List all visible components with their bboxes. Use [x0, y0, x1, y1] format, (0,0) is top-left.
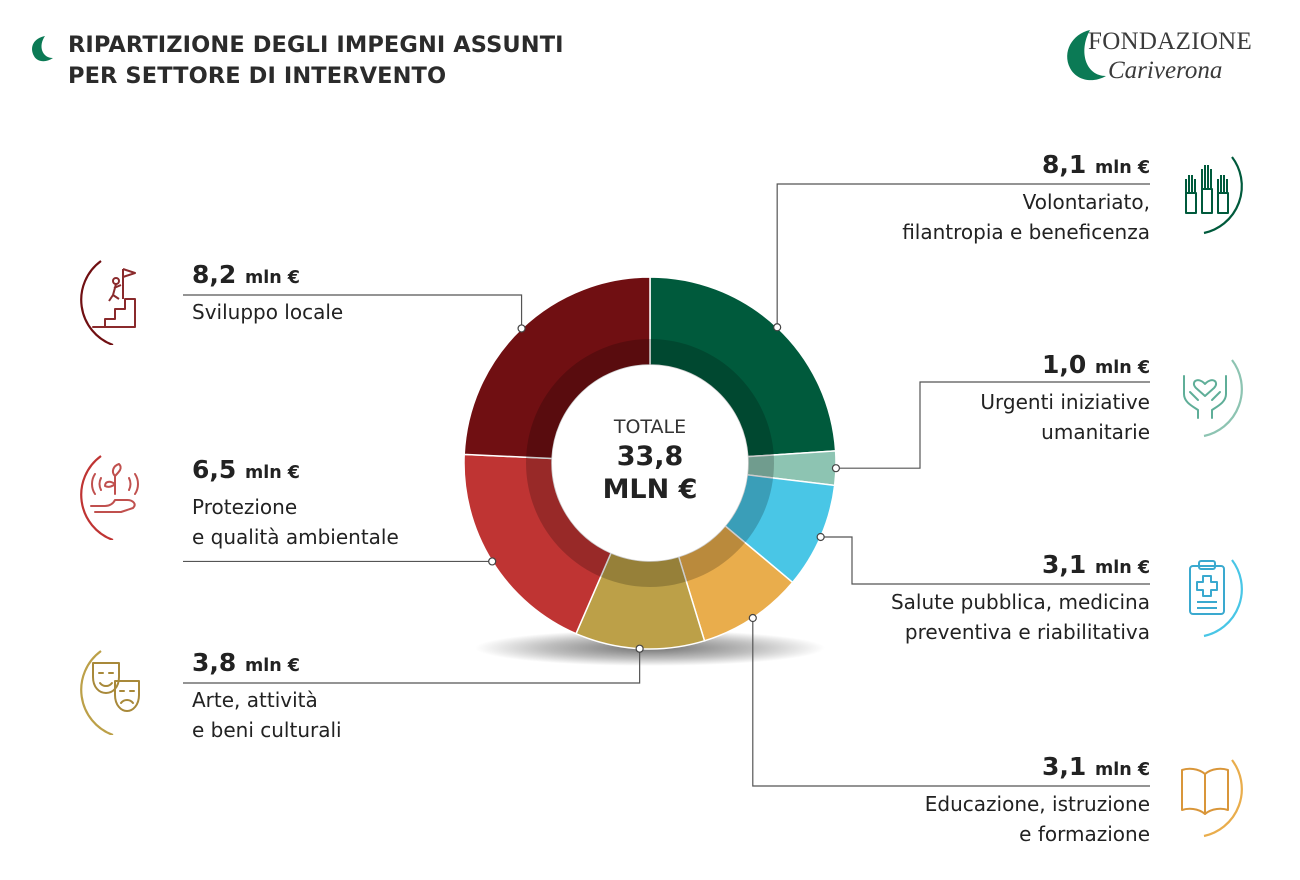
- label-arte: 3,8 mln € Arte, attività e beni culturali: [192, 648, 342, 745]
- name-protezione-1: Protezione: [192, 495, 298, 519]
- unit-arte: mln €: [245, 656, 300, 676]
- heart-in-hands-icon: [1183, 359, 1243, 438]
- total-value: 33,8: [616, 441, 684, 472]
- name-volontariato-2: filantropia e beneficenza: [902, 220, 1150, 244]
- leader-dot: [773, 323, 782, 332]
- logo-text-cariverona: Cariverona: [1108, 57, 1223, 84]
- name-sviluppo-1: Sviluppo locale: [192, 300, 344, 324]
- theater-masks-icon: [80, 650, 140, 735]
- unit-protezione: mln €: [245, 463, 300, 483]
- value-salute: 3,1: [1042, 550, 1087, 579]
- logo-leaf-icon: [1067, 30, 1106, 81]
- label-salute: 3,1 mln € Salute pubblica, medicina preve…: [891, 550, 1150, 647]
- unit-volontariato: mln €: [1095, 158, 1150, 178]
- name-urgenti-1: Urgenti iniziative: [980, 390, 1150, 414]
- leader-dot: [748, 613, 757, 623]
- unit-salute: mln €: [1095, 558, 1150, 578]
- donut-hole: [552, 365, 748, 561]
- name-arte-1: Arte, attività: [192, 688, 318, 712]
- unit-sviluppo: mln €: [245, 268, 300, 288]
- flag-summit-icon: [80, 260, 136, 345]
- leader-line: [752, 618, 1150, 787]
- name-urgenti-2: umanitarie: [1041, 420, 1150, 444]
- value-sviluppo: 8,2: [192, 260, 237, 289]
- leader-dot: [635, 644, 644, 653]
- label-volontariato: 8,1 mln € Volontariato, filantropia e ben…: [902, 150, 1150, 247]
- leader-line: [820, 536, 1150, 585]
- name-volontariato-1: Volontariato,: [1022, 190, 1150, 214]
- leader-line: [183, 648, 641, 684]
- fondazione-logo: FONDAZIONE Cariverona: [1060, 26, 1280, 88]
- leader-line: [776, 183, 1150, 328]
- unit-educazione: mln €: [1095, 760, 1150, 780]
- open-book-icon: [1181, 759, 1243, 838]
- unit-urgenti: mln €: [1095, 358, 1150, 378]
- leader-dot: [488, 557, 497, 566]
- name-arte-2: e beni culturali: [192, 718, 342, 742]
- title-line-1: RIPARTIZIONE DEGLI IMPEGNI ASSUNTI: [68, 32, 564, 58]
- name-educazione-2: e formazione: [1019, 822, 1150, 846]
- name-protezione-2: e qualità ambientale: [192, 525, 399, 549]
- value-volontariato: 8,1: [1042, 150, 1087, 179]
- raised-hands-icon: [1185, 156, 1243, 235]
- label-urgenti: 1,0 mln € Urgenti iniziative umanitarie: [980, 350, 1150, 447]
- label-protezione: 6,5 mln € Protezione e qualità ambientale: [192, 455, 399, 552]
- title-line-2: PER SETTORE DI INTERVENTO: [68, 63, 447, 89]
- page-title: RIPARTIZIONE DEGLI IMPEGNI ASSUNTI PER S…: [68, 30, 564, 92]
- value-protezione: 6,5: [192, 455, 237, 484]
- leader-dot: [831, 464, 841, 473]
- value-urgenti: 1,0: [1042, 350, 1087, 379]
- label-sviluppo: 8,2 mln € Sviluppo locale: [192, 260, 343, 327]
- donut-total: TOTALE 33,8 MLN €: [560, 414, 740, 506]
- value-educazione: 3,1: [1042, 752, 1087, 781]
- name-educazione-1: Educazione, istruzione: [924, 792, 1150, 816]
- name-salute-1: Salute pubblica, medicina: [890, 590, 1150, 614]
- leader-line: [183, 294, 523, 329]
- medical-clipboard-icon: [1189, 559, 1243, 638]
- total-unit: MLN €: [602, 474, 698, 505]
- leader-line: [835, 381, 1150, 469]
- title-leaf-icon: [32, 36, 53, 62]
- logo-text-fondazione: FONDAZIONE: [1088, 28, 1253, 55]
- label-educazione: 3,1 mln € Educazione, istruzione e formaz…: [925, 752, 1150, 849]
- total-caption: TOTALE: [613, 416, 687, 438]
- leader-dot: [517, 324, 526, 333]
- plant-in-hand-icon: [80, 455, 139, 540]
- name-salute-2: preventiva e riabilitativa: [904, 620, 1150, 644]
- leader-dot: [816, 532, 825, 542]
- value-arte: 3,8: [192, 648, 237, 677]
